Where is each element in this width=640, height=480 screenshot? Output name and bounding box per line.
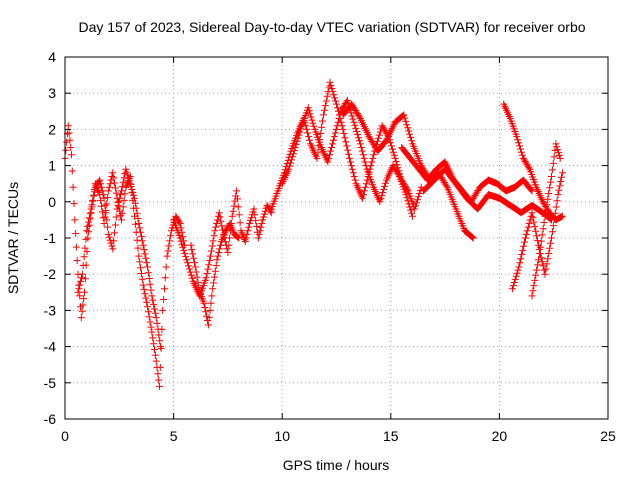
series-sat-b [74, 165, 165, 351]
series-sat-c [170, 187, 275, 300]
data-points-sat-l [528, 140, 564, 300]
x-tick-label: 20 [492, 428, 508, 444]
data-layer [61, 78, 566, 390]
series-sat-i [419, 165, 555, 224]
y-tick-label: 1 [48, 158, 56, 174]
x-tick-label: 5 [170, 428, 178, 444]
y-axis-ticks: -6 -5 -4 -3 -2 -1 0 1 2 3 4 [44, 49, 608, 427]
y-tick-label: 0 [48, 194, 56, 210]
series-sat-l [528, 140, 564, 300]
data-points-sat-d [187, 220, 243, 329]
y-tick-label: 4 [48, 49, 56, 65]
x-axis-label: GPS time / hours [283, 457, 390, 473]
x-axis-ticks: 0 5 10 15 20 25 [61, 57, 616, 444]
y-axis-label: SDTVAR / TECUs [5, 182, 21, 294]
series-sat-a [61, 122, 188, 390]
data-points-sat-g [339, 100, 477, 242]
x-tick-label: 10 [274, 428, 290, 444]
y-tick-label: -6 [44, 411, 57, 427]
y-tick-label: -2 [44, 266, 57, 282]
y-tick-label: -3 [44, 302, 57, 318]
y-tick-label: -5 [44, 375, 57, 391]
data-points-sat-b [74, 165, 165, 351]
y-tick-label: -4 [44, 339, 57, 355]
data-points-sat-a [61, 122, 188, 390]
data-points-sat-i [419, 165, 555, 224]
data-points-sat-c [170, 187, 275, 300]
x-tick-label: 25 [600, 428, 616, 444]
x-tick-label: 0 [61, 428, 69, 444]
series-sat-d [187, 220, 243, 329]
x-tick-label: 15 [383, 428, 399, 444]
series-sat-g [339, 100, 477, 242]
y-tick-label: 3 [48, 85, 56, 101]
y-tick-label: 2 [48, 121, 56, 137]
chart-title: Day 157 of 2023, Sidereal Day-to-day VTE… [78, 19, 585, 35]
y-tick-label: -1 [44, 230, 57, 246]
